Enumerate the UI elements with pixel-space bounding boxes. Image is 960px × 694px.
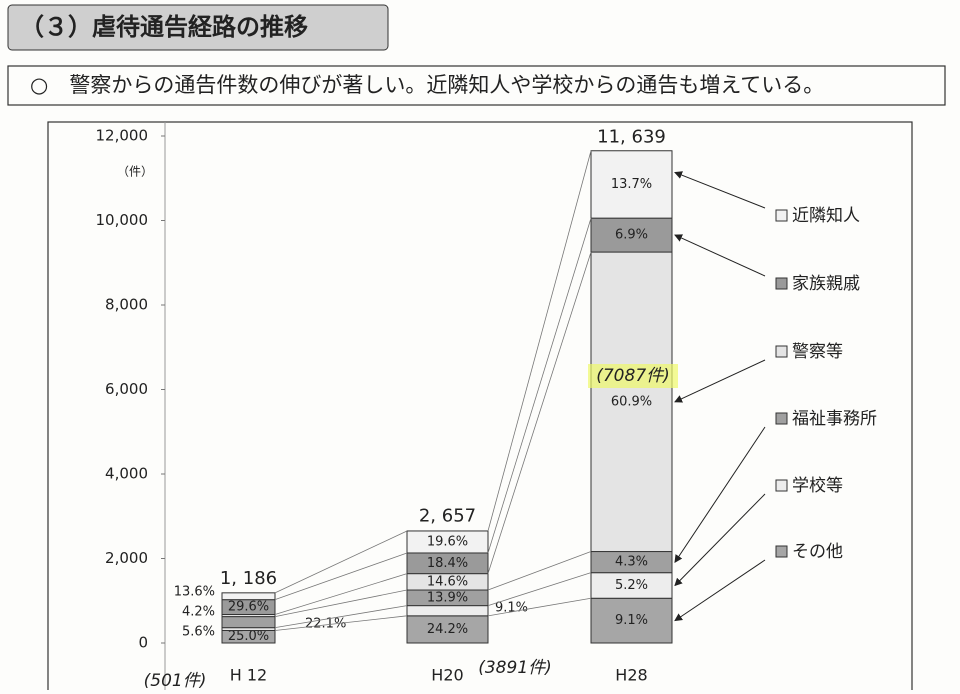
annotation: (7087件) xyxy=(596,366,670,386)
legend-label: 学校等 xyxy=(792,476,843,496)
segment-label: 24.2% xyxy=(427,622,468,637)
segment-label: 18.4% xyxy=(427,556,468,571)
total-label: 1, 186 xyxy=(220,568,277,589)
y-tick-label: 2,000 xyxy=(105,549,148,567)
bar-segment xyxy=(590,217,673,253)
title-box xyxy=(7,4,389,51)
connector xyxy=(487,572,592,606)
segment-label: 5.6% xyxy=(182,625,215,640)
connector xyxy=(487,150,592,532)
total-label: 11, 639 xyxy=(597,126,666,147)
bar-segment xyxy=(406,615,489,644)
y-tick-label: 12,000 xyxy=(96,127,149,145)
segment-label: 6.9% xyxy=(615,228,648,243)
x-tick-label: H20 xyxy=(431,666,463,685)
y-tick-label: 8,000 xyxy=(105,296,148,314)
legend-swatch xyxy=(775,345,788,358)
connector xyxy=(487,551,592,591)
legend-label: 福祉事務所 xyxy=(792,409,877,429)
x-tick-label: H 12 xyxy=(230,666,267,685)
connector xyxy=(487,251,592,574)
segment-label: 13.7% xyxy=(611,177,652,192)
legend-arrow xyxy=(674,426,766,563)
segment-label: 29.6% xyxy=(228,600,269,615)
bar-segment xyxy=(590,572,673,599)
bar-segment xyxy=(406,530,489,554)
legend-arrow xyxy=(674,359,766,403)
segment-label: 22.1% xyxy=(305,617,346,632)
segment-label: 4.3% xyxy=(615,555,648,570)
segment-label: 9.1% xyxy=(615,613,648,628)
y-tick-label: 10,000 xyxy=(96,211,149,229)
bar-segment xyxy=(221,592,276,601)
segment-label: 19.6% xyxy=(427,534,468,549)
legend-arrow xyxy=(674,234,766,277)
segment-label: 5.2% xyxy=(615,578,648,593)
legend-arrow xyxy=(674,171,766,209)
segment-label: 60.9% xyxy=(611,394,652,409)
annotation: (3891件) xyxy=(478,658,552,678)
legend-label: その他 xyxy=(792,542,843,562)
segment-label: 4.2% xyxy=(182,605,215,620)
legend-swatch xyxy=(775,479,788,492)
y-tick-label: 6,000 xyxy=(105,380,148,398)
total-label: 2, 657 xyxy=(419,506,476,527)
legend-arrow xyxy=(674,493,766,587)
segment-label: 14.6% xyxy=(427,574,468,589)
segment-label: 13.6% xyxy=(174,585,215,600)
legend-swatch xyxy=(775,277,788,290)
connector xyxy=(487,218,592,554)
subtitle: ○ 警察からの通告件数の伸びが著しい。近隣知人や学校からの通告も増えている。 xyxy=(30,73,824,97)
x-tick-label: H28 xyxy=(615,666,647,685)
legend-label: 近隣知人 xyxy=(792,206,860,226)
y-unit: （件） xyxy=(117,165,153,179)
subtitle-box xyxy=(7,65,946,106)
y-tick-label: 0 xyxy=(138,634,148,652)
legend-swatch xyxy=(775,412,788,425)
segment-label: 9.1% xyxy=(495,601,528,616)
segment-label: 25.0% xyxy=(228,629,269,644)
connector xyxy=(274,605,408,629)
legend-label: 家族親戚 xyxy=(792,274,860,294)
connector xyxy=(274,615,408,631)
bar-segment xyxy=(221,616,276,629)
connector xyxy=(274,552,408,601)
connector xyxy=(274,530,408,594)
legend-swatch xyxy=(775,209,788,222)
legend-label: 警察等 xyxy=(792,342,843,362)
legend-swatch xyxy=(775,545,788,558)
highlight xyxy=(588,364,678,388)
annotation: (501件) xyxy=(144,671,207,690)
segment-label: 13.9% xyxy=(427,590,468,605)
legend-arrow xyxy=(674,559,766,622)
bar-segment xyxy=(590,597,673,644)
bar-segment xyxy=(406,605,489,617)
connector xyxy=(274,589,408,617)
chart-frame xyxy=(47,121,913,694)
connector xyxy=(274,573,408,615)
bar-segment xyxy=(590,251,673,553)
y-tick-label: 4,000 xyxy=(105,465,148,483)
connector xyxy=(487,597,592,617)
bar-segment xyxy=(590,150,673,219)
title: （３）虐待通告経路の推移 xyxy=(20,13,308,41)
